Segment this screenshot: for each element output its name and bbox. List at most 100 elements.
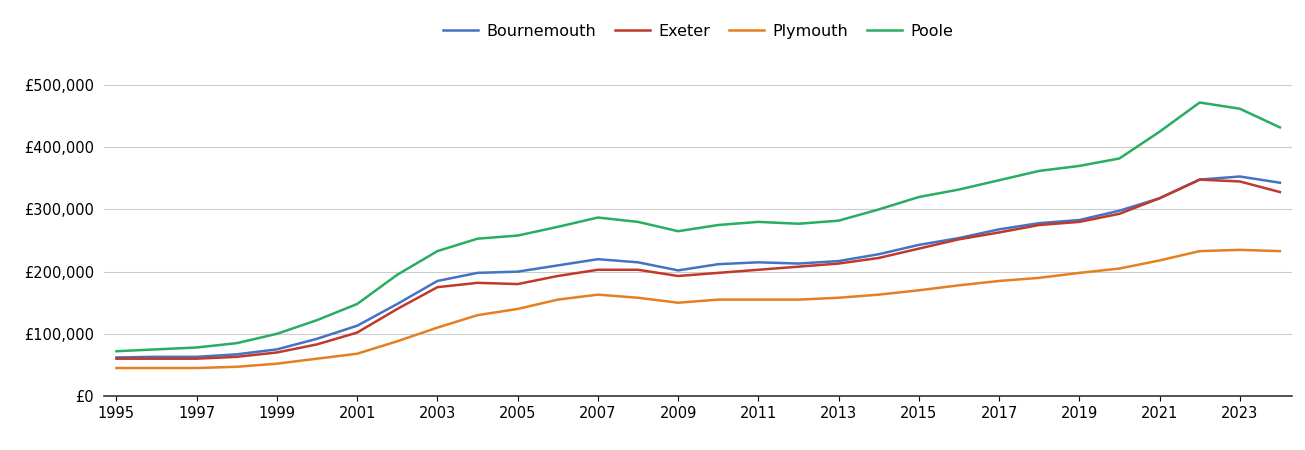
Exeter: [791, 264, 806, 270]
Poole: [549, 224, 565, 230]
Exeter: [750, 267, 766, 272]
Plymouth: [1191, 248, 1207, 254]
Poole: [309, 317, 325, 323]
Poole: [189, 345, 205, 350]
Exeter: [671, 273, 686, 279]
Poole: [1232, 106, 1248, 112]
Bournemouth: [228, 351, 244, 357]
Plymouth: [189, 365, 205, 371]
Plymouth: [1071, 270, 1087, 275]
Poole: [630, 219, 646, 225]
Exeter: [470, 280, 485, 286]
Exeter: [429, 284, 445, 290]
Bournemouth: [1152, 196, 1168, 201]
Exeter: [1152, 196, 1168, 201]
Exeter: [549, 273, 565, 279]
Exeter: [710, 270, 726, 275]
Poole: [510, 233, 526, 238]
Plymouth: [1031, 275, 1047, 280]
Plymouth: [870, 292, 886, 297]
Exeter: [1112, 211, 1128, 216]
Plymouth: [470, 312, 485, 318]
Bournemouth: [750, 260, 766, 265]
Plymouth: [831, 295, 847, 301]
Poole: [389, 272, 405, 278]
Bournemouth: [350, 323, 365, 328]
Bournemouth: [1232, 174, 1248, 179]
Bournemouth: [269, 346, 284, 352]
Poole: [951, 187, 967, 192]
Exeter: [951, 237, 967, 242]
Poole: [831, 218, 847, 223]
Exeter: [992, 230, 1007, 235]
Poole: [108, 349, 124, 354]
Exeter: [228, 354, 244, 360]
Plymouth: [108, 365, 124, 371]
Bournemouth: [992, 227, 1007, 232]
Exeter: [269, 350, 284, 355]
Bournemouth: [309, 336, 325, 342]
Bournemouth: [870, 252, 886, 257]
Bournemouth: [791, 261, 806, 266]
Poole: [470, 236, 485, 241]
Plymouth: [309, 356, 325, 361]
Exeter: [1071, 219, 1087, 225]
Poole: [750, 219, 766, 225]
Exeter: [911, 246, 927, 252]
Poole: [992, 178, 1007, 183]
Legend: Bournemouth, Exeter, Plymouth, Poole: Bournemouth, Exeter, Plymouth, Poole: [437, 18, 959, 45]
Plymouth: [429, 325, 445, 330]
Poole: [710, 222, 726, 228]
Plymouth: [510, 306, 526, 312]
Exeter: [590, 267, 606, 272]
Poole: [791, 221, 806, 226]
Bournemouth: [1071, 217, 1087, 223]
Exeter: [1031, 222, 1047, 228]
Poole: [590, 215, 606, 220]
Bournemouth: [710, 261, 726, 267]
Exeter: [350, 330, 365, 335]
Bournemouth: [831, 258, 847, 264]
Poole: [149, 346, 164, 352]
Plymouth: [590, 292, 606, 297]
Plymouth: [951, 283, 967, 288]
Poole: [1272, 125, 1288, 130]
Plymouth: [630, 295, 646, 301]
Plymouth: [549, 297, 565, 302]
Exeter: [1272, 189, 1288, 195]
Plymouth: [228, 364, 244, 369]
Exeter: [108, 356, 124, 361]
Exeter: [309, 342, 325, 347]
Poole: [671, 229, 686, 234]
Exeter: [389, 306, 405, 312]
Line: Exeter: Exeter: [116, 180, 1280, 359]
Poole: [350, 301, 365, 306]
Plymouth: [269, 361, 284, 366]
Exeter: [1191, 177, 1207, 182]
Line: Plymouth: Plymouth: [116, 250, 1280, 368]
Exeter: [831, 261, 847, 266]
Bournemouth: [510, 269, 526, 274]
Bournemouth: [630, 260, 646, 265]
Poole: [269, 331, 284, 337]
Poole: [1031, 168, 1047, 174]
Bournemouth: [389, 301, 405, 306]
Bournemouth: [108, 355, 124, 360]
Bournemouth: [911, 242, 927, 248]
Bournemouth: [189, 354, 205, 360]
Poole: [228, 341, 244, 346]
Plymouth: [1152, 258, 1168, 263]
Poole: [1112, 156, 1128, 161]
Poole: [1071, 163, 1087, 169]
Bournemouth: [429, 278, 445, 284]
Bournemouth: [470, 270, 485, 275]
Plymouth: [750, 297, 766, 302]
Poole: [911, 194, 927, 200]
Bournemouth: [549, 263, 565, 268]
Exeter: [189, 356, 205, 361]
Poole: [870, 207, 886, 212]
Bournemouth: [590, 256, 606, 262]
Plymouth: [992, 278, 1007, 284]
Bournemouth: [951, 235, 967, 241]
Exeter: [149, 356, 164, 361]
